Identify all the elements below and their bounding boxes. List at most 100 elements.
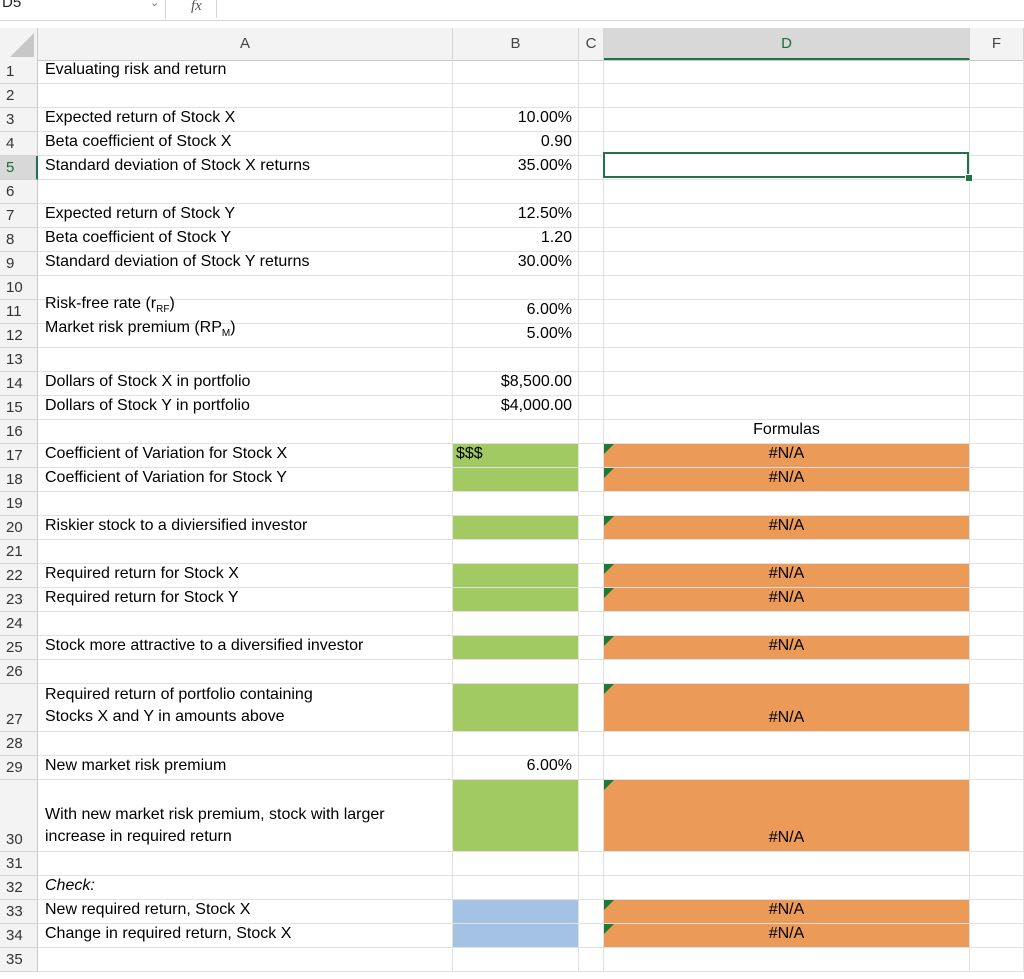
column-header-f[interactable]: F: [970, 28, 1024, 60]
column-header-c[interactable]: C: [579, 28, 604, 60]
row-header[interactable]: 6: [0, 180, 38, 204]
cell-a[interactable]: Expected return of Stock X: [38, 108, 453, 132]
cell-a[interactable]: Check:: [38, 876, 453, 900]
cell-c[interactable]: [579, 84, 604, 108]
cell-c[interactable]: [579, 300, 604, 324]
cell-c[interactable]: [579, 468, 604, 492]
cell-f[interactable]: [970, 132, 1024, 156]
cell-f[interactable]: [970, 660, 1024, 684]
row-header[interactable]: 20: [0, 516, 38, 540]
cell-f[interactable]: [970, 852, 1024, 876]
cell-f[interactable]: [970, 612, 1024, 636]
cell-a[interactable]: Evaluating risk and return: [38, 60, 453, 84]
row-header[interactable]: 2: [0, 84, 38, 108]
row-header[interactable]: 9: [0, 252, 38, 276]
cell-a[interactable]: [38, 732, 453, 756]
cell-d[interactable]: #N/A: [604, 516, 970, 540]
cell-c[interactable]: [579, 348, 604, 372]
cell-d[interactable]: [604, 732, 970, 756]
cell-d[interactable]: #N/A: [604, 780, 970, 852]
row-header[interactable]: 23: [0, 588, 38, 612]
column-header-b[interactable]: B: [453, 28, 579, 60]
cell-a[interactable]: Dollars of Stock Y in portfolio: [38, 396, 453, 420]
cell-f[interactable]: [970, 204, 1024, 228]
row-header[interactable]: 4: [0, 132, 38, 156]
cell-a[interactable]: New required return, Stock X: [38, 900, 453, 924]
row-header[interactable]: 15: [0, 396, 38, 420]
cell-d[interactable]: [604, 372, 970, 396]
cell-c[interactable]: [579, 132, 604, 156]
cell-a[interactable]: [38, 540, 453, 564]
cell-f[interactable]: [970, 756, 1024, 780]
row-header[interactable]: 22: [0, 564, 38, 588]
cell-c[interactable]: [579, 516, 604, 540]
cell-f[interactable]: [970, 420, 1024, 444]
row-header[interactable]: 1: [0, 60, 38, 84]
cell-d[interactable]: [604, 108, 970, 132]
row-header[interactable]: 3: [0, 108, 38, 132]
cell-b[interactable]: [453, 492, 579, 516]
cell-d[interactable]: [604, 948, 970, 972]
cell-c[interactable]: [579, 588, 604, 612]
cell-c[interactable]: [579, 204, 604, 228]
cell-c[interactable]: [579, 924, 604, 948]
cell-c[interactable]: [579, 444, 604, 468]
row-header[interactable]: 18: [0, 468, 38, 492]
row-header[interactable]: 16: [0, 420, 38, 444]
cell-d[interactable]: [604, 84, 970, 108]
cell-c[interactable]: [579, 636, 604, 660]
cell-d[interactable]: [604, 276, 970, 300]
cell-c[interactable]: [579, 324, 604, 348]
cell-d[interactable]: [604, 660, 970, 684]
row-header[interactable]: 26: [0, 660, 38, 684]
cell-b[interactable]: [453, 636, 579, 660]
cell-c[interactable]: [579, 684, 604, 732]
cell-f[interactable]: [970, 84, 1024, 108]
cell-b[interactable]: 0.90: [453, 132, 579, 156]
row-header[interactable]: 13: [0, 348, 38, 372]
cell-f[interactable]: [970, 684, 1024, 732]
cell-a[interactable]: Beta coefficient of Stock Y: [38, 228, 453, 252]
cell-d[interactable]: #N/A: [604, 588, 970, 612]
cell-b[interactable]: 10.00%: [453, 108, 579, 132]
cell-c[interactable]: [579, 948, 604, 972]
cell-d[interactable]: #N/A: [604, 684, 970, 732]
cell-f[interactable]: [970, 948, 1024, 972]
cell-f[interactable]: [970, 516, 1024, 540]
row-header[interactable]: 7: [0, 204, 38, 228]
cell-a[interactable]: [38, 276, 453, 300]
cell-c[interactable]: [579, 276, 604, 300]
row-header[interactable]: 10: [0, 276, 38, 300]
fill-handle[interactable]: [965, 174, 973, 182]
cell-f[interactable]: [970, 348, 1024, 372]
cell-c[interactable]: [579, 540, 604, 564]
cell-b[interactable]: [453, 60, 579, 84]
cell-d[interactable]: [604, 492, 970, 516]
cell-d[interactable]: [604, 60, 970, 84]
cell-d[interactable]: [604, 756, 970, 780]
cell-d[interactable]: [604, 324, 970, 348]
row-header[interactable]: 12: [0, 324, 38, 348]
cell-a[interactable]: Beta coefficient of Stock X: [38, 132, 453, 156]
cell-a[interactable]: Standard deviation of Stock Y returns: [38, 252, 453, 276]
cell-d[interactable]: #N/A: [604, 564, 970, 588]
row-header[interactable]: 21: [0, 540, 38, 564]
row-header[interactable]: 17: [0, 444, 38, 468]
cell-d[interactable]: [604, 300, 970, 324]
cell-c[interactable]: [579, 156, 604, 180]
cell-b[interactable]: [453, 684, 579, 732]
cell-b[interactable]: 6.00%: [453, 300, 579, 324]
cell-d[interactable]: #N/A: [604, 444, 970, 468]
cell-b[interactable]: [453, 180, 579, 204]
cell-b[interactable]: 12.50%: [453, 204, 579, 228]
cell-f[interactable]: [970, 780, 1024, 852]
cell-d[interactable]: #N/A: [604, 924, 970, 948]
cell-a[interactable]: Required return for Stock X: [38, 564, 453, 588]
cell-a[interactable]: Required return of portfolio containing S…: [38, 684, 453, 732]
cell-b[interactable]: 35.00%: [453, 156, 579, 180]
cell-a[interactable]: New market risk premium: [38, 756, 453, 780]
cell-c[interactable]: [579, 180, 604, 204]
cell-d[interactable]: [604, 852, 970, 876]
cell-c[interactable]: [579, 252, 604, 276]
cell-a[interactable]: [38, 660, 453, 684]
